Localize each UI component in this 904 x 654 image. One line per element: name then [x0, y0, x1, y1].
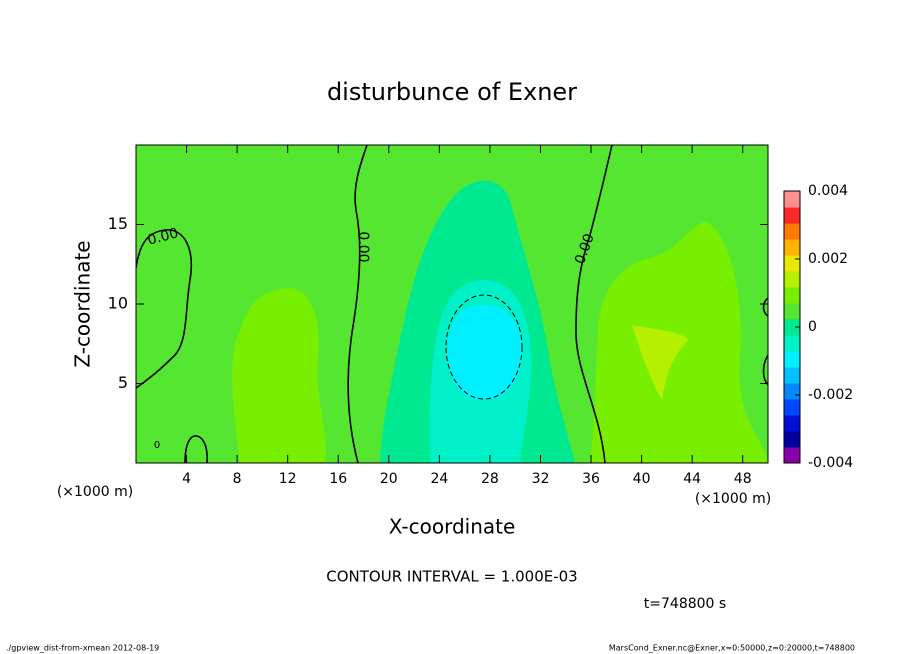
- colorbar-swatch: [784, 367, 800, 384]
- colorbar-swatch: [784, 287, 800, 304]
- y-tick-label: 10: [108, 294, 128, 313]
- footer-right: MarsCond_Exner.nc@Exner,x=0:50000,z=0:20…: [609, 644, 855, 653]
- colorbar-swatch: [784, 383, 800, 400]
- colorbar-swatch: [784, 191, 800, 208]
- x-tick-label: 48: [734, 471, 752, 487]
- field-region: [232, 288, 327, 463]
- colorbar-tick-label: 0.004: [808, 183, 848, 199]
- x-axis-label: X-coordinate: [389, 515, 516, 539]
- x-tick-label: 20: [380, 471, 398, 487]
- colorbar-swatch: [784, 303, 800, 320]
- x-tick-label: 36: [582, 471, 600, 487]
- y-tick-label: 15: [108, 214, 128, 233]
- colorbar-swatch: [784, 431, 800, 448]
- x-tick-label: 24: [430, 471, 448, 487]
- colorbar-swatch: [784, 447, 800, 464]
- chart-title: disturbunce of Exner: [327, 78, 577, 106]
- colorbar-swatch: [784, 319, 800, 336]
- colorbar-swatch: [784, 271, 800, 288]
- contour-label: 0: [154, 440, 160, 451]
- colorbar-tick-label: 0: [808, 319, 817, 335]
- x-tick-label: 16: [329, 471, 347, 487]
- contour-label: 0.00: [355, 231, 371, 262]
- field-region: [632, 325, 688, 400]
- x-tick-label: 28: [481, 471, 499, 487]
- colorbar-tick-label: 0.002: [808, 251, 848, 267]
- contour-label: 0.00: [146, 225, 180, 249]
- colorbar-swatch: [784, 223, 800, 240]
- field-region: [448, 305, 522, 400]
- y-axis-label: Z-coordinate: [71, 240, 95, 367]
- colorbar-swatch: [784, 399, 800, 416]
- x-unit: (×1000 m): [695, 491, 771, 507]
- colorbar-tick-label: -0.004: [808, 455, 853, 471]
- x-tick-label: 44: [683, 471, 701, 487]
- x-tick-label: 12: [279, 471, 297, 487]
- colorbar-swatch: [784, 239, 800, 256]
- colorbar-swatch: [784, 415, 800, 432]
- x-tick-label: 8: [233, 471, 242, 487]
- colorbar-tick-label: -0.002: [808, 387, 853, 403]
- contour-field: [136, 145, 768, 463]
- y-tick-label: 5: [118, 373, 128, 392]
- colorbar-swatch: [784, 351, 800, 368]
- y-unit: (×1000 m): [57, 484, 133, 500]
- footer-left: ./gpview_dist-from-xmean 2012-08-19: [6, 644, 159, 653]
- x-tick-label: 4: [182, 471, 191, 487]
- time-label: t=748800 s: [644, 596, 726, 612]
- contour-interval: CONTOUR INTERVAL = 1.000E-03: [326, 568, 577, 586]
- colorbar-swatch: [784, 335, 800, 352]
- x-tick-label: 32: [532, 471, 550, 487]
- x-tick-label: 40: [633, 471, 651, 487]
- colorbar-swatch: [784, 207, 800, 224]
- contour-lines: [136, 145, 768, 463]
- colorbar-swatch: [784, 255, 800, 272]
